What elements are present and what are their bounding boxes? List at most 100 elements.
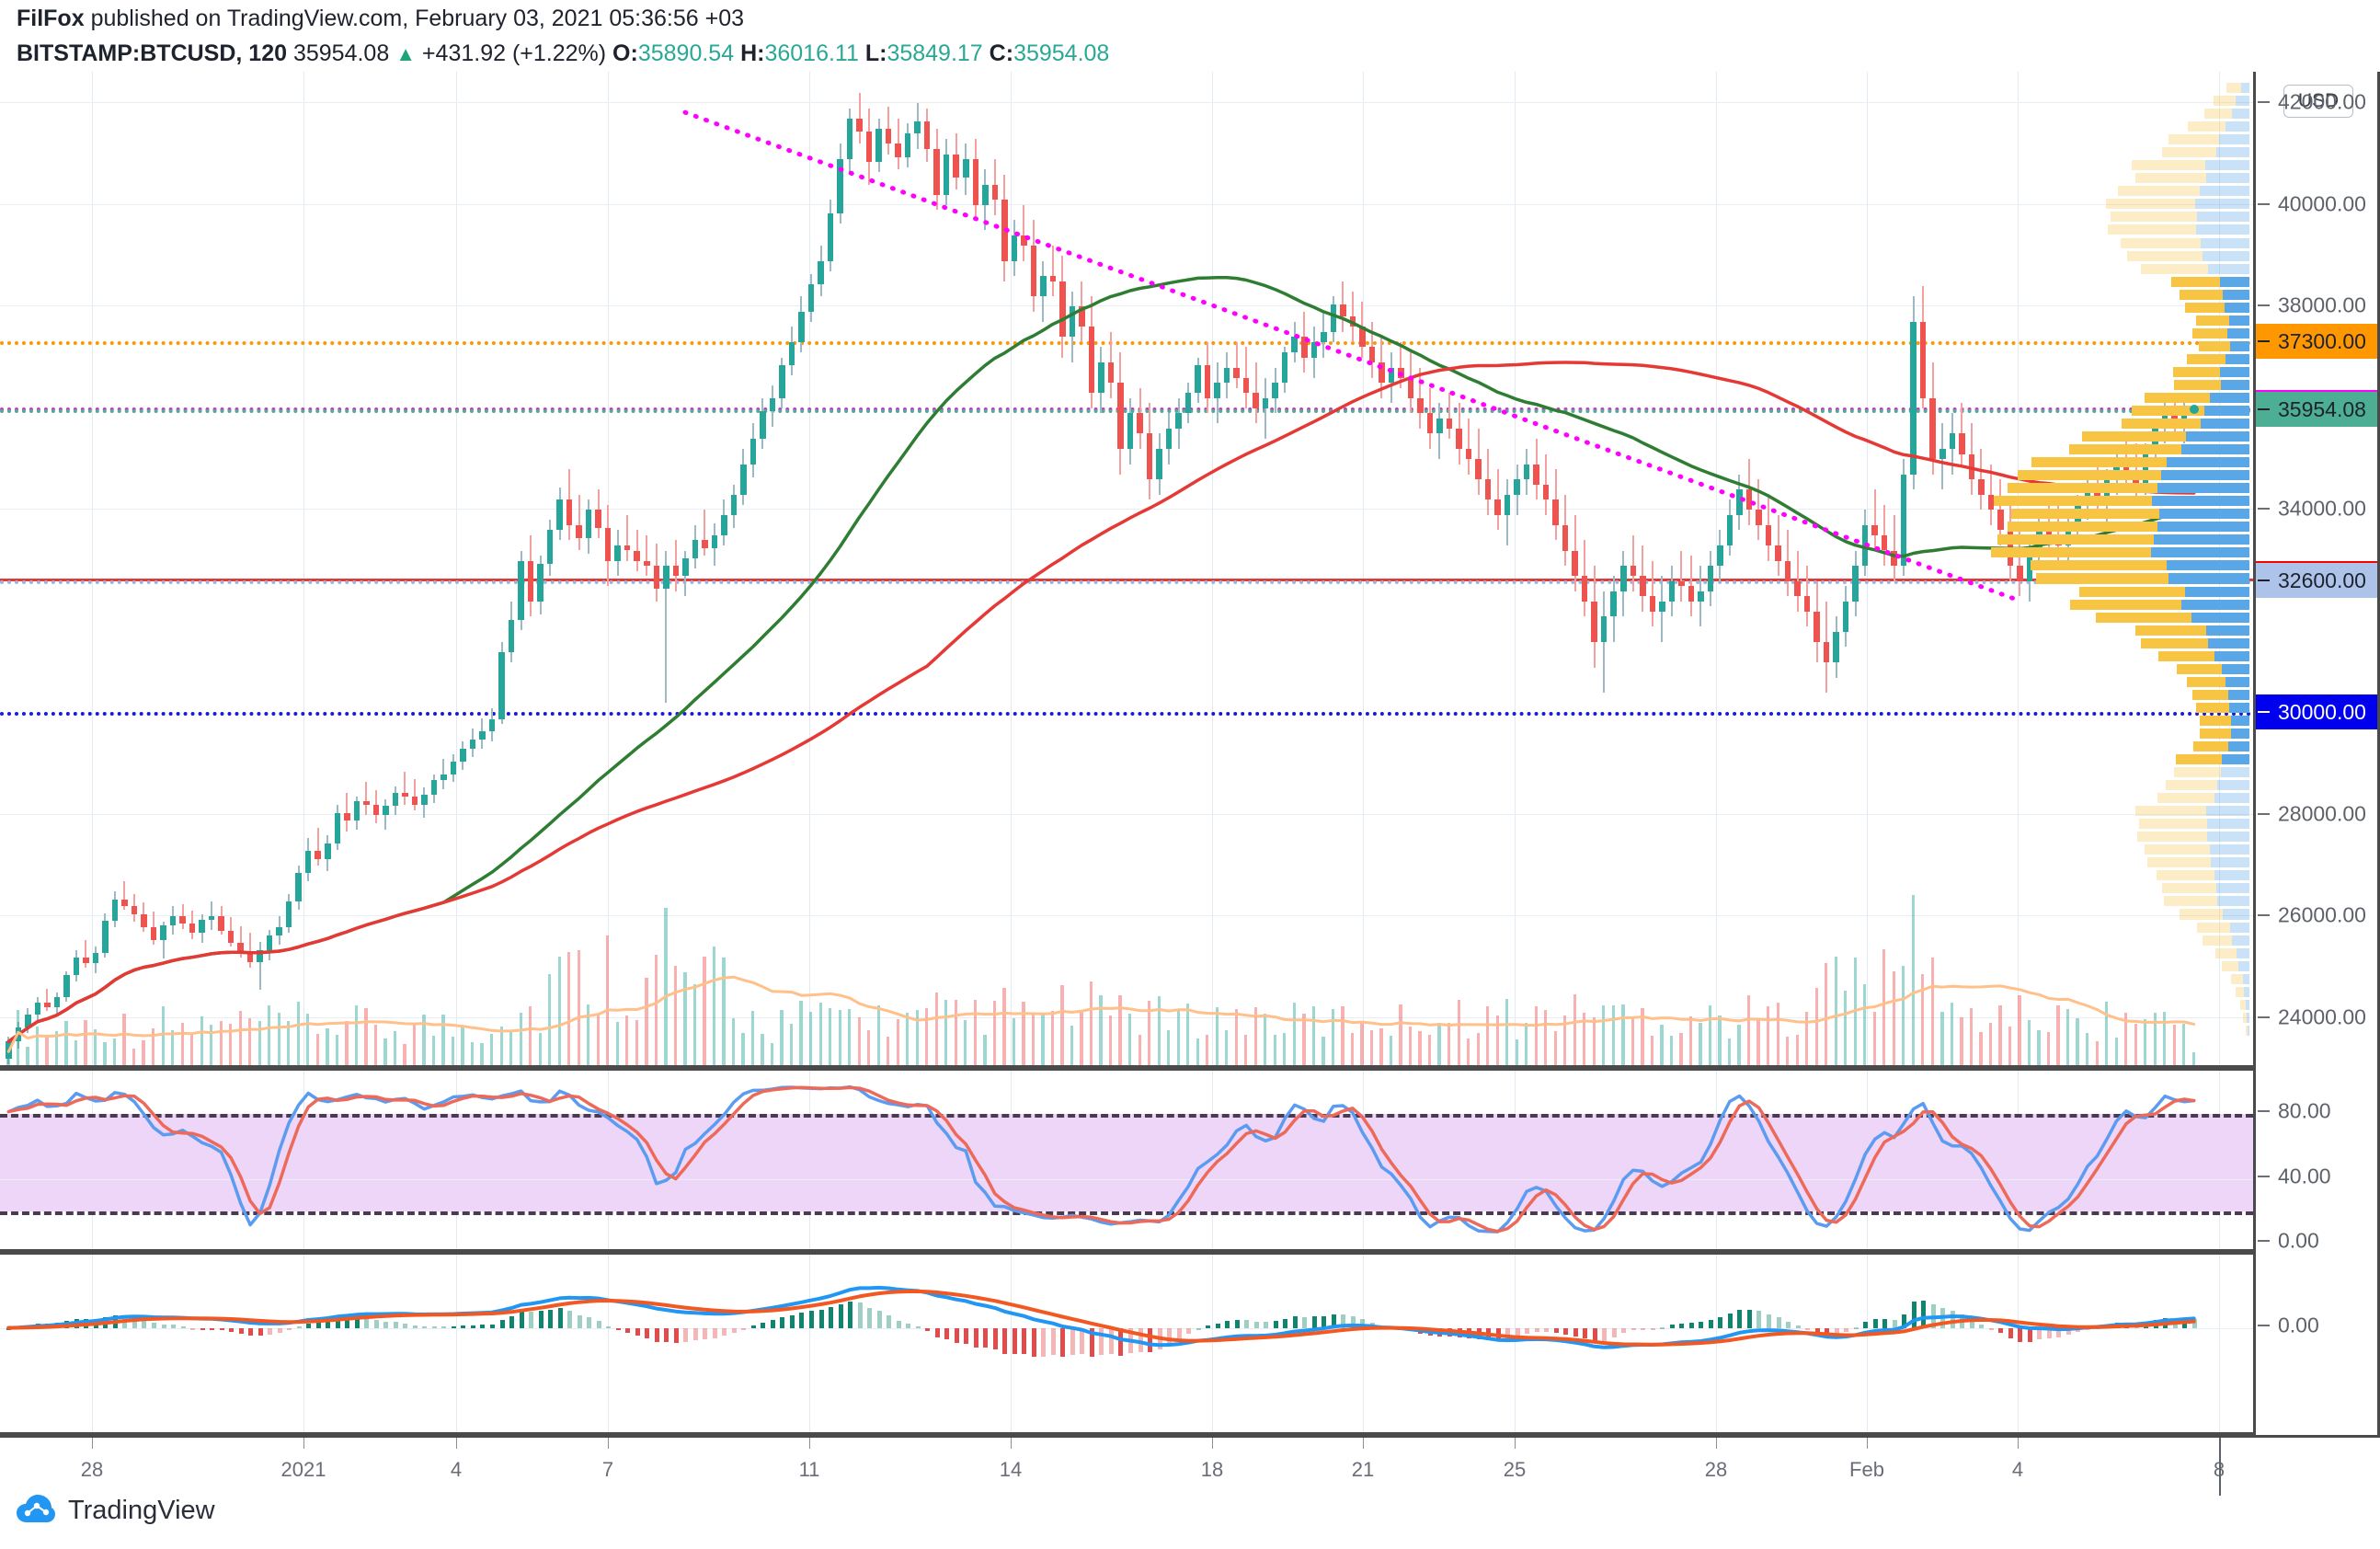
candle-body bbox=[508, 619, 515, 652]
volume-bar bbox=[1688, 1016, 1693, 1065]
currency-chip[interactable]: USD bbox=[2283, 85, 2353, 118]
price-axis[interactable]: USD 42000.00 40000.00 38000.00 34000.00 2800… bbox=[2256, 72, 2377, 1435]
volume-profile-sell-bar bbox=[2204, 405, 2249, 417]
volume-bar bbox=[93, 1029, 97, 1065]
chart-frame[interactable]: USD 42000.00 40000.00 38000.00 34000.00 2800… bbox=[0, 72, 2380, 1549]
macd-histogram-bar bbox=[1408, 1327, 1413, 1332]
candle-body bbox=[1523, 464, 1530, 480]
volume-profile-sell-bar bbox=[2242, 973, 2249, 984]
volume-bar bbox=[1940, 1011, 1944, 1065]
volume-bar bbox=[1669, 1035, 1674, 1065]
candle-body bbox=[1379, 362, 1385, 384]
candle-body bbox=[865, 132, 873, 163]
volume-bar bbox=[1969, 1007, 1974, 1065]
price-level-badge[interactable]: 35954.08 bbox=[2256, 392, 2377, 428]
candle-body bbox=[1272, 383, 1278, 398]
macd-histogram-bar bbox=[1070, 1327, 1075, 1356]
candle-body bbox=[421, 794, 428, 805]
volume-bar bbox=[45, 1034, 49, 1065]
macd-histogram-bar bbox=[1476, 1327, 1482, 1339]
volume-bar bbox=[1863, 984, 1867, 1065]
open-label: O: bbox=[612, 40, 638, 66]
candle-wick bbox=[1023, 204, 1025, 261]
volume-profile-sell-bar bbox=[2227, 740, 2249, 752]
volume-bar bbox=[373, 1025, 378, 1065]
macd-histogram-bar bbox=[587, 1316, 592, 1328]
grid-line-vertical bbox=[809, 1255, 810, 1432]
macd-histogram-bar bbox=[470, 1325, 475, 1328]
candle-body bbox=[1310, 341, 1318, 358]
volume-bar bbox=[2114, 1037, 2118, 1065]
volume-profile-sell-bar bbox=[2220, 379, 2249, 390]
macd-histogram-bar bbox=[2065, 1327, 2071, 1336]
volume-profile-sell-bar bbox=[2168, 573, 2249, 584]
grid-line-vertical bbox=[1212, 1255, 1213, 1432]
volume-profile-buy-bar bbox=[2173, 767, 2221, 778]
candle-body bbox=[962, 159, 969, 178]
candle-body bbox=[150, 927, 157, 940]
candle-body bbox=[169, 916, 177, 926]
macd-histogram-bar bbox=[1660, 1327, 1665, 1330]
price-level-badge[interactable]: 37300.00 bbox=[2256, 323, 2377, 359]
price-plot-area[interactable] bbox=[0, 72, 2256, 1065]
macd-histogram-bar bbox=[645, 1327, 650, 1339]
macd-histogram-bar bbox=[229, 1327, 235, 1333]
volume-bar bbox=[2191, 1051, 2195, 1065]
volume-profile-buy-bar bbox=[2245, 1025, 2248, 1036]
macd-histogram-bar bbox=[915, 1326, 921, 1329]
macd-pane[interactable] bbox=[0, 1252, 2256, 1435]
macd-tick-label: 0.00 bbox=[2278, 1313, 2319, 1337]
macd-histogram-bar bbox=[1050, 1327, 1056, 1356]
macd-histogram-bar bbox=[1467, 1327, 1472, 1338]
macd-plot-area[interactable] bbox=[0, 1255, 2256, 1432]
volume-profile-sell-bar bbox=[2221, 663, 2249, 674]
price-tick-mark bbox=[2258, 812, 2270, 815]
price-level-badge[interactable]: 32600.00 bbox=[2256, 562, 2377, 598]
macd-histogram-bar bbox=[529, 1311, 534, 1328]
volume-bar bbox=[257, 1020, 261, 1065]
time-axis[interactable]: 28202147111418212528Feb48 bbox=[0, 1435, 2380, 1496]
macd-histogram-bar bbox=[1786, 1321, 1791, 1328]
candle-body bbox=[749, 438, 757, 465]
price-pane[interactable] bbox=[0, 72, 2256, 1068]
macd-histogram-bar bbox=[1283, 1318, 1288, 1328]
volume-bar bbox=[1283, 1033, 1287, 1065]
macd-histogram-bar bbox=[1427, 1327, 1433, 1337]
volume-bar bbox=[1631, 1018, 1635, 1065]
time-tick-label: Feb bbox=[1849, 1458, 1884, 1481]
candle-body bbox=[856, 118, 863, 132]
volume-profile-sell-bar bbox=[2220, 767, 2249, 778]
volume-profile-sell-bar bbox=[2194, 199, 2249, 210]
candle-body bbox=[923, 121, 931, 149]
volume-profile-buy-bar bbox=[2173, 379, 2221, 390]
macd-histogram-bar bbox=[1389, 1327, 1394, 1330]
volume-bar bbox=[1486, 1005, 1490, 1065]
macd-histogram-bar bbox=[1244, 1320, 1250, 1328]
volume-bar bbox=[625, 1015, 629, 1065]
candle-body bbox=[1852, 566, 1859, 602]
price-level-badge[interactable]: 30000.00 bbox=[2256, 694, 2377, 730]
time-tick-label: 4 bbox=[450, 1458, 463, 1481]
grid-line-horizontal bbox=[0, 1016, 2253, 1018]
volume-bar bbox=[2153, 1013, 2157, 1065]
volume-bar bbox=[1718, 1015, 1722, 1065]
candle-body bbox=[1175, 413, 1182, 429]
volume-profile-sell-bar bbox=[2216, 896, 2249, 907]
candle-wick bbox=[646, 534, 648, 577]
volume-bar bbox=[1089, 981, 1093, 1065]
volume-bar bbox=[2124, 1012, 2128, 1065]
volume-bar bbox=[1563, 1015, 1567, 1065]
stochastic-plot-area[interactable] bbox=[0, 1071, 2256, 1249]
candle-wick bbox=[1651, 560, 1653, 627]
volume-profile-buy-bar bbox=[2031, 560, 2167, 571]
stochastic-pane[interactable] bbox=[0, 1068, 2256, 1252]
candle-body bbox=[1881, 534, 1888, 551]
candle-body bbox=[1765, 524, 1772, 545]
symbol-label[interactable]: BITSTAMP:BTCUSD, 120 bbox=[17, 40, 288, 66]
volume-bar bbox=[103, 1042, 107, 1065]
tradingview-cloud-icon bbox=[17, 1494, 55, 1528]
volume-bar bbox=[64, 1021, 68, 1065]
macd-histogram-bar bbox=[1805, 1327, 1811, 1330]
macd-histogram-bar bbox=[954, 1327, 959, 1343]
macd-histogram-bar bbox=[403, 1323, 408, 1328]
